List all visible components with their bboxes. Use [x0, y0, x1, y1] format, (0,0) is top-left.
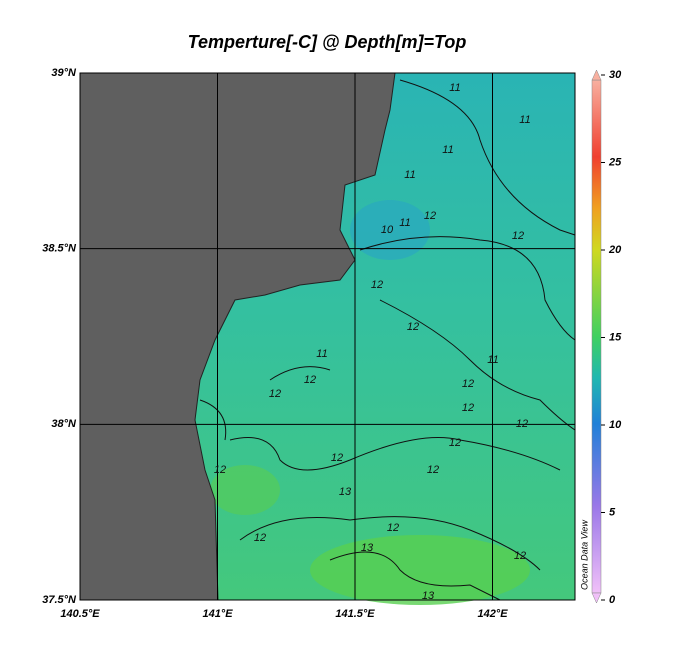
contour-label: 12	[514, 550, 526, 562]
contour-label: 12	[214, 464, 226, 476]
land	[79, 72, 396, 601]
contour-label: 12	[462, 402, 474, 414]
contour-label: 11	[449, 82, 460, 94]
contour-label: 11	[316, 348, 327, 360]
contour-label: 12	[371, 279, 383, 291]
contour-label: 11	[519, 114, 530, 126]
contour-label: 12	[427, 464, 439, 476]
contour-line	[199, 399, 227, 441]
contour-label: 11	[487, 354, 498, 366]
contour-line	[269, 366, 331, 381]
warm-patch	[210, 465, 280, 515]
contour-label: 11	[404, 169, 415, 181]
warm-patch	[310, 535, 530, 605]
contour-line	[399, 79, 576, 236]
contour-label: 12	[387, 522, 399, 534]
colorbar-tip	[591, 592, 602, 604]
x-tick-label: 141°E	[202, 608, 233, 620]
x-tick-label: 142°E	[477, 608, 508, 620]
contour-label: 11	[399, 217, 410, 229]
colorbar-tick-label: 15	[609, 331, 622, 343]
colorbar-tick-label: 5	[609, 506, 616, 518]
contour-line	[229, 437, 561, 471]
x-tick-label: 141.5°E	[335, 608, 375, 620]
y-tick-label: 39°N	[51, 67, 77, 79]
colorbar-tip	[591, 69, 602, 81]
contour-label: 12	[516, 418, 528, 430]
y-tick-label: 37.5°N	[42, 594, 77, 606]
contour-label: 12	[424, 210, 436, 222]
contour-label: 12	[269, 388, 281, 400]
title: Temperture[-C] @ Depth[m]=Top	[188, 32, 467, 52]
colorbar-tick-label: 20	[608, 244, 622, 256]
colorbar-tick-label: 25	[608, 156, 622, 168]
contour-label: 13	[339, 486, 352, 498]
x-tick-label: 140.5°E	[60, 608, 100, 620]
contour-label: 12	[462, 378, 474, 390]
colorbar-tick-label: 30	[609, 69, 622, 81]
contour-label: 11	[442, 144, 453, 156]
watermark: Ocean Data View	[579, 520, 589, 590]
colorbar-gradient	[591, 79, 602, 594]
contour-label: 13	[422, 590, 435, 602]
contour-label: 12	[449, 437, 461, 449]
contour-line	[239, 516, 541, 571]
cool-patch	[350, 200, 430, 260]
contour-label: 12	[407, 321, 419, 333]
contour-label: 12	[512, 230, 524, 242]
y-tick-label: 38.5°N	[42, 243, 77, 255]
contour-line	[329, 551, 501, 601]
colorbar: 0 5 10 15 20 25 30	[591, 69, 622, 606]
contour-label: 10	[381, 224, 394, 236]
y-tick-label: 38°N	[51, 418, 77, 430]
contour-label: 12	[254, 532, 266, 544]
colorbar-tick-label: 10	[609, 419, 622, 431]
contour-label: 13	[361, 542, 374, 554]
contour-label: 12	[304, 374, 316, 386]
contour-label: 12	[331, 452, 343, 464]
colorbar-tick-label: 0	[609, 594, 616, 606]
